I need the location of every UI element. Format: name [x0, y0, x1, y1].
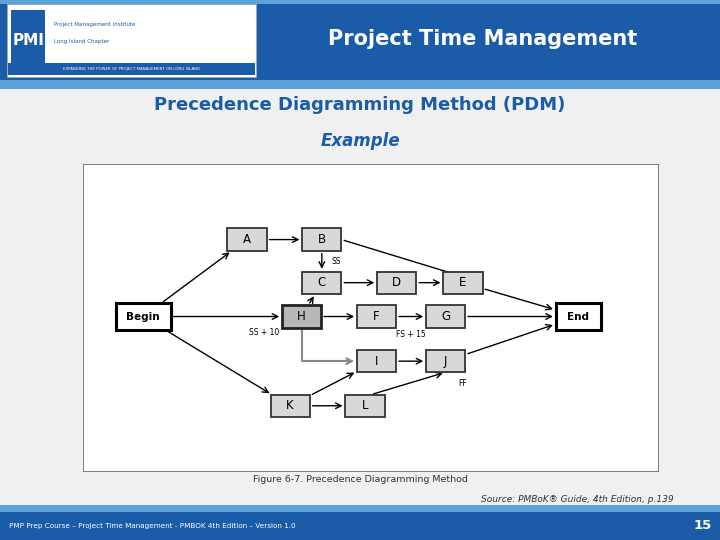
Text: J: J [444, 355, 447, 368]
Text: Begin: Begin [127, 312, 160, 321]
Bar [0, 4, 720, 80]
Bar [0, 512, 720, 540]
Text: FS + 15: FS + 15 [396, 330, 426, 340]
Bar [8, 63, 255, 75]
Bar [0, 80, 720, 89]
Text: H: H [297, 310, 306, 323]
Text: SS + 10: SS + 10 [249, 328, 279, 336]
FancyBboxPatch shape [7, 4, 256, 77]
FancyBboxPatch shape [302, 272, 341, 294]
FancyBboxPatch shape [556, 303, 600, 329]
Text: Project Time Management: Project Time Management [328, 29, 637, 49]
FancyBboxPatch shape [302, 228, 341, 251]
Text: Example: Example [320, 132, 400, 150]
FancyBboxPatch shape [426, 350, 465, 372]
Bar [0, 0, 720, 4]
FancyBboxPatch shape [271, 395, 310, 417]
FancyBboxPatch shape [444, 272, 482, 294]
Text: E: E [459, 276, 467, 289]
Text: EXPANDING THE POWER OF PROJECT MANAGEMENT ON LONG ISLAND: EXPANDING THE POWER OF PROJECT MANAGEMEN… [63, 67, 200, 71]
Text: End: End [567, 312, 589, 321]
Text: 15: 15 [693, 519, 711, 532]
Bar [0, 505, 720, 512]
FancyBboxPatch shape [357, 350, 396, 372]
Text: PMP Prep Course – Project Time Management - PMBOK 4th Edition – Version 1.0: PMP Prep Course – Project Time Managemen… [9, 523, 295, 529]
Text: Precedence Diagramming Method (PDM): Precedence Diagramming Method (PDM) [154, 96, 566, 113]
Text: Figure 6-7. Precedence Diagramming Method: Figure 6-7. Precedence Diagramming Metho… [253, 475, 467, 484]
FancyBboxPatch shape [116, 303, 171, 329]
Text: I: I [375, 355, 378, 368]
FancyBboxPatch shape [357, 306, 396, 328]
Text: FF: FF [459, 379, 467, 388]
Text: L: L [361, 399, 369, 412]
Text: F: F [373, 310, 380, 323]
Text: C: C [318, 276, 326, 289]
FancyBboxPatch shape [346, 395, 384, 417]
Text: Long Island Chapter: Long Island Chapter [54, 39, 109, 44]
Text: A: A [243, 233, 251, 246]
FancyBboxPatch shape [282, 306, 321, 328]
Text: Project Management Institute: Project Management Institute [54, 22, 135, 27]
Text: Source: PMBoK® Guide, 4th Edition, p.139: Source: PMBoK® Guide, 4th Edition, p.139 [480, 495, 673, 504]
FancyBboxPatch shape [228, 228, 266, 251]
Text: D: D [392, 276, 401, 289]
Text: B: B [318, 233, 326, 246]
Text: G: G [441, 310, 450, 323]
FancyBboxPatch shape [377, 272, 416, 294]
Bar [11, 10, 45, 72]
Text: SS: SS [331, 256, 341, 266]
FancyBboxPatch shape [426, 306, 465, 328]
Text: K: K [287, 399, 294, 412]
Text: PMI: PMI [12, 33, 44, 48]
